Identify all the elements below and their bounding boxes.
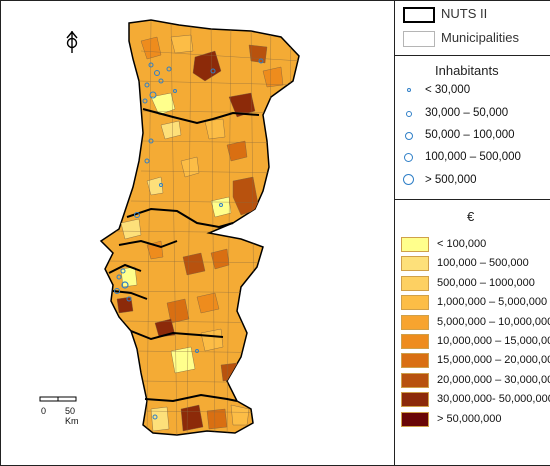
inhabitants-symbol bbox=[406, 111, 412, 117]
class-swatch bbox=[401, 334, 429, 349]
class-label: 20,000,000 – 30,000,000 bbox=[437, 373, 550, 386]
class-swatch bbox=[401, 295, 429, 311]
class-swatch bbox=[401, 314, 429, 330]
nuts-swatch bbox=[403, 7, 435, 23]
municipalities-label: Municipalities bbox=[441, 30, 520, 45]
class-swatch bbox=[401, 237, 429, 252]
class-label: 15,000,000 – 20,000,000 bbox=[437, 354, 550, 367]
class-label: 100,000 – 500,000 bbox=[437, 257, 529, 270]
class-label: 30,000,000- 50,000,000 bbox=[437, 393, 550, 406]
legend-nuts-row: NUTS II bbox=[395, 5, 550, 25]
class-swatch bbox=[401, 392, 429, 408]
inhabitants-label: > 500,000 bbox=[425, 174, 477, 186]
currency-title: € bbox=[467, 209, 475, 224]
portugal-outline bbox=[99, 19, 300, 436]
population-points bbox=[114, 58, 264, 420]
legend: NUTS II Municipalities Inhabitants < 30,… bbox=[394, 1, 550, 465]
scale-zero-label: 0 bbox=[41, 406, 47, 416]
legend-municipalities-row: Municipalities bbox=[395, 29, 550, 49]
nuts-label: NUTS II bbox=[441, 6, 488, 21]
class-swatch bbox=[401, 411, 429, 427]
class-swatch bbox=[401, 275, 429, 291]
inhabitants-title: Inhabitants bbox=[435, 63, 499, 78]
class-label: 5,000,000 – 10,000,000 bbox=[437, 315, 550, 328]
class-swatch bbox=[401, 353, 429, 369]
inhabitants-label: 30,000 – 50,000 bbox=[425, 107, 509, 119]
portugal-landmass bbox=[99, 19, 300, 436]
class-label: < 100,000 bbox=[437, 238, 487, 250]
inhabitants-symbol bbox=[407, 88, 411, 92]
class-swatch bbox=[401, 372, 429, 388]
municipalities-swatch bbox=[403, 31, 435, 47]
inhabitants-label: 50,000 – 100,000 bbox=[425, 129, 515, 141]
class-label: 500,000 – 1000,000 bbox=[437, 276, 535, 289]
inhabitants-symbol bbox=[405, 132, 413, 140]
class-label: 1,000,000 – 5,000,000 bbox=[437, 296, 548, 309]
class-swatch bbox=[401, 256, 429, 272]
class-label: > 50,000,000 bbox=[437, 412, 502, 425]
inhabitants-label: 100,000 – 500,000 bbox=[425, 151, 521, 163]
class-label: 10,000,000 – 15,000,000 bbox=[437, 335, 550, 347]
north-arrow-icon bbox=[66, 30, 78, 53]
inhabitants-symbol bbox=[403, 174, 414, 185]
portugal-map bbox=[66, 19, 300, 436]
municipality-patches bbox=[104, 20, 299, 435]
inhabitants-label: < 30,000 bbox=[425, 84, 471, 96]
inhabitants-symbol bbox=[404, 153, 413, 162]
scale-distance-label: 50 Km bbox=[65, 406, 79, 426]
